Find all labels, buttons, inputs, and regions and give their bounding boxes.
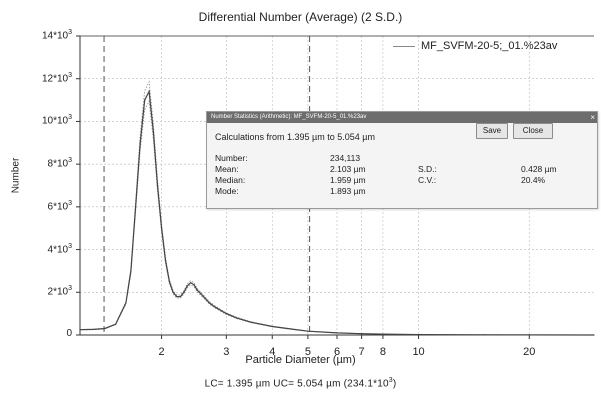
data-point [144, 99, 146, 101]
data-point [125, 302, 127, 304]
dialog-title: Number Statistics (Arithmetic): MF_SVFM-… [211, 114, 367, 120]
y-tick-label: 6*103 [47, 199, 72, 213]
y-tick-label: 0 [66, 328, 72, 339]
dialog-close-icon[interactable]: × [590, 113, 595, 122]
legend-swatch [393, 45, 415, 47]
dialog-titlebar[interactable]: Number Statistics (Arithmetic): MF_SVFM-… [207, 112, 597, 123]
stat-sd-label: S.D.: [418, 164, 437, 174]
legend-series-label: MF_SVFM-20-5;_01.%23av [421, 40, 558, 52]
x-tick-label: 6 [333, 346, 341, 358]
axis-layer [76, 35, 594, 339]
data-point [336, 332, 338, 334]
data-point [183, 291, 185, 293]
stat-cv-label: C.V.: [418, 175, 437, 185]
stat-median-value: 1.959 µm [330, 175, 366, 185]
data-point [115, 323, 117, 325]
legend: MF_SVFM-20-5;_01.%23av [393, 40, 601, 54]
data-point [250, 321, 252, 323]
stat-mean-label: Mean: [215, 164, 239, 174]
calculation-range-text: Calculations from 1.395 µm to 5.054 µm [215, 132, 375, 142]
y-tick-label: 10*103 [41, 114, 72, 127]
stat-sd-value: 0.428 µm [521, 164, 557, 174]
range-summary-close: ) [392, 378, 397, 390]
data-point [104, 327, 106, 330]
y-tick-exponent: 3 [68, 114, 72, 122]
x-tick-label: 20 [523, 346, 536, 358]
data-point [160, 227, 163, 229]
range-summary-exp: 3 [388, 377, 393, 384]
stat-cv-value: 20.4% [521, 175, 546, 185]
stat-median-label: Median: [215, 175, 246, 185]
data-point [593, 334, 595, 336]
data-point [307, 330, 309, 332]
y-tick-label: 4*103 [47, 242, 72, 255]
save-button[interactable]: Save [476, 123, 508, 139]
data-point [139, 142, 141, 144]
x-tick-label: 3 [223, 346, 230, 358]
data-point [156, 184, 159, 187]
y-tick-label: 8*103 [47, 157, 72, 170]
sd-lower-band [79, 99, 595, 336]
data-point [135, 206, 137, 208]
y-tick-exponent: 3 [68, 71, 72, 79]
stat-number-value: 234,113 [330, 153, 361, 163]
y-tick-label: 14*103 [41, 29, 72, 42]
data-point [148, 90, 150, 93]
data-point [190, 282, 192, 284]
data-point [482, 334, 484, 336]
data-point [176, 295, 178, 298]
data-point [382, 333, 384, 335]
data-point [196, 289, 198, 291]
x-axis-label: Particle Diameter (µm) [245, 354, 356, 366]
stat-number-label: Number: [215, 153, 248, 163]
x-tick-label: 4 [269, 346, 276, 358]
data-point [130, 270, 132, 272]
stat-mean-value: 2.103 µm [330, 164, 366, 174]
data-point [152, 131, 154, 133]
data-point [208, 302, 211, 304]
data-point [92, 328, 94, 331]
x-tick-label: 5 [304, 346, 311, 358]
y-tick-exponent: 3 [68, 157, 72, 165]
data-point [528, 334, 530, 336]
y-axis-label: Number [10, 157, 22, 194]
number-statistics-dialog[interactable]: Number Statistics (Arithmetic): MF_SVFM-… [206, 111, 598, 209]
data-point [236, 317, 238, 319]
data-point [172, 291, 174, 293]
range-summary: LC= 1.395 µm UC= 5.054 µm (234.1*103) [0, 377, 601, 389]
x-tick-label: 2 [158, 346, 165, 358]
range-summary-text: LC= 1.395 µm UC= 5.054 µm (234.1*10 [204, 378, 389, 390]
y-tick-label: 2*103 [47, 285, 72, 298]
stat-mode-value: 1.893 µm [330, 186, 366, 196]
y-tick-exponent: 3 [68, 242, 72, 250]
close-button[interactable]: Close [513, 123, 553, 139]
data-point [290, 328, 292, 330]
data-point [202, 295, 205, 298]
data-point [193, 284, 195, 286]
data-point [225, 313, 227, 315]
y-tick-exponent: 3 [68, 285, 72, 293]
x-tick-label: 7 [358, 346, 365, 358]
x-tick-label: 10 [412, 346, 425, 358]
data-point [214, 306, 216, 308]
y-tick-label: 12*103 [41, 71, 72, 85]
data-point [417, 333, 420, 336]
y-tick-exponent: 3 [68, 199, 72, 207]
data-point [179, 295, 181, 298]
chart-title: Differential Number (Average) (2 S.D.) [198, 10, 403, 24]
data-point [271, 325, 273, 328]
data-point [361, 333, 363, 335]
y-tick-exponent: 3 [68, 29, 72, 36]
data-point [168, 281, 170, 283]
data-point [164, 259, 167, 261]
x-tick-label: 8 [379, 346, 386, 358]
stat-mode-label: Mode: [215, 186, 239, 196]
curve-layer [79, 80, 595, 336]
data-point [79, 329, 81, 331]
data-point [186, 285, 188, 287]
